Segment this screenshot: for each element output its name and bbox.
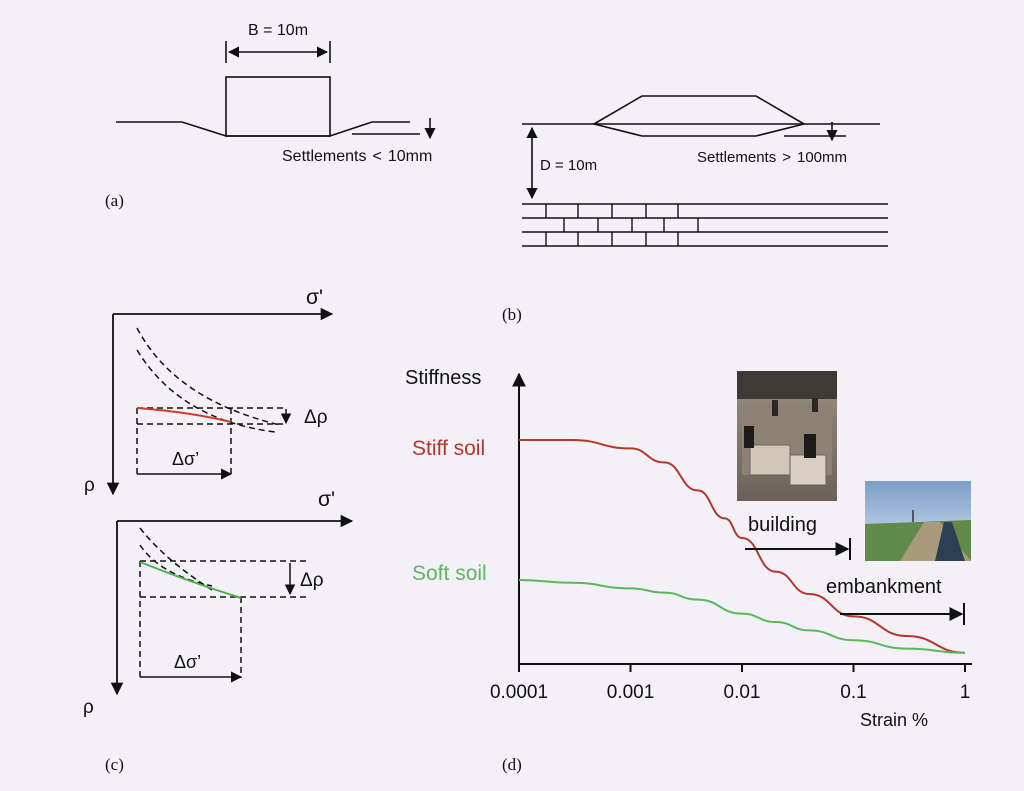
panel-c-lower [110,514,354,696]
delta-rho-label-upper: Δρ [304,407,328,428]
panel-c-upper [106,307,334,496]
green-loading-curve [139,561,242,599]
delta-sigma-label-lower: Δσ’ [174,652,201,672]
annotation-arrows [745,538,965,625]
panel-c-label: (c) [105,755,124,774]
red-loading-curve [136,407,232,423]
rho-label-lower: ρ [83,697,94,718]
settlement-label-a: Settlements <10mm [282,148,432,165]
x-tick-label: 1 [960,682,971,703]
panel-a [116,41,436,140]
rho-label-upper: ρ [84,475,95,496]
x-tick-label: 0.01 [724,682,761,703]
embankment-photo [865,481,971,561]
dashed-curve-upper-b [136,349,276,433]
width-label: B = 10m [248,22,308,39]
x-tick-label: 0.001 [607,682,655,703]
y-axis-label: Stiffness [405,367,481,389]
delta-rho-label-lower: Δρ [300,570,324,591]
settlement-label-b: Settlements >100mm [697,149,847,166]
legend-stiff-soil: Stiff soil [412,437,485,460]
embankment-annotation: embankment [826,576,942,598]
series-line-soft-soil [518,579,966,654]
panel-d-label: (d) [502,755,522,774]
legend-soft-soil: Soft soil [412,562,487,585]
stiffness-strain-chart: 0.0001 0.001 0.01 0.1 1 [490,372,972,703]
dashed-curve-lower-a [139,527,213,591]
sigma-label-upper: σ' [306,286,323,309]
panel-b-label: (b) [502,305,522,324]
panel-a-label: (a) [105,191,124,210]
series-line-stiff-soil [519,439,966,654]
embankment-shape [591,95,807,137]
depth-label: D = 10m [540,157,597,174]
series-group [518,439,966,654]
panel-b [522,95,888,247]
x-axis-label: Strain % [860,710,928,730]
dashed-curve-lower-b [139,544,213,587]
bedrock-layers [522,203,888,247]
building-annotation: building [748,514,817,536]
x-tick-label: 0.1 [840,682,866,703]
dashed-curve-upper-a [136,327,281,426]
building-block [225,76,331,137]
x-tick-group: 0.0001 0.001 0.01 0.1 1 [490,664,970,703]
sigma-label-lower: σ' [318,488,335,511]
building-photo [737,371,837,501]
x-tick-label: 0.0001 [490,682,548,703]
delta-sigma-label-upper: Δσ’ [172,449,199,469]
